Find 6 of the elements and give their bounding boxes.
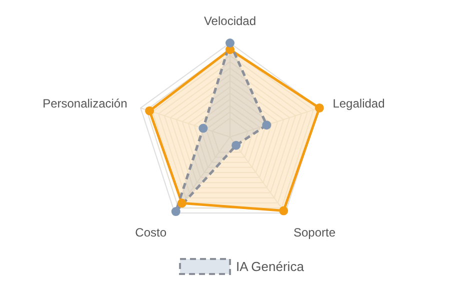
spoke-label: Personalización: [42, 96, 128, 111]
spoke-label: Costo: [135, 225, 167, 240]
legend-label: IA Genérica: [236, 259, 305, 274]
spoke-label: Velocidad: [204, 14, 256, 28]
spoke-label: Legalidad: [332, 96, 385, 111]
spoke-label: Soporte: [293, 225, 336, 240]
